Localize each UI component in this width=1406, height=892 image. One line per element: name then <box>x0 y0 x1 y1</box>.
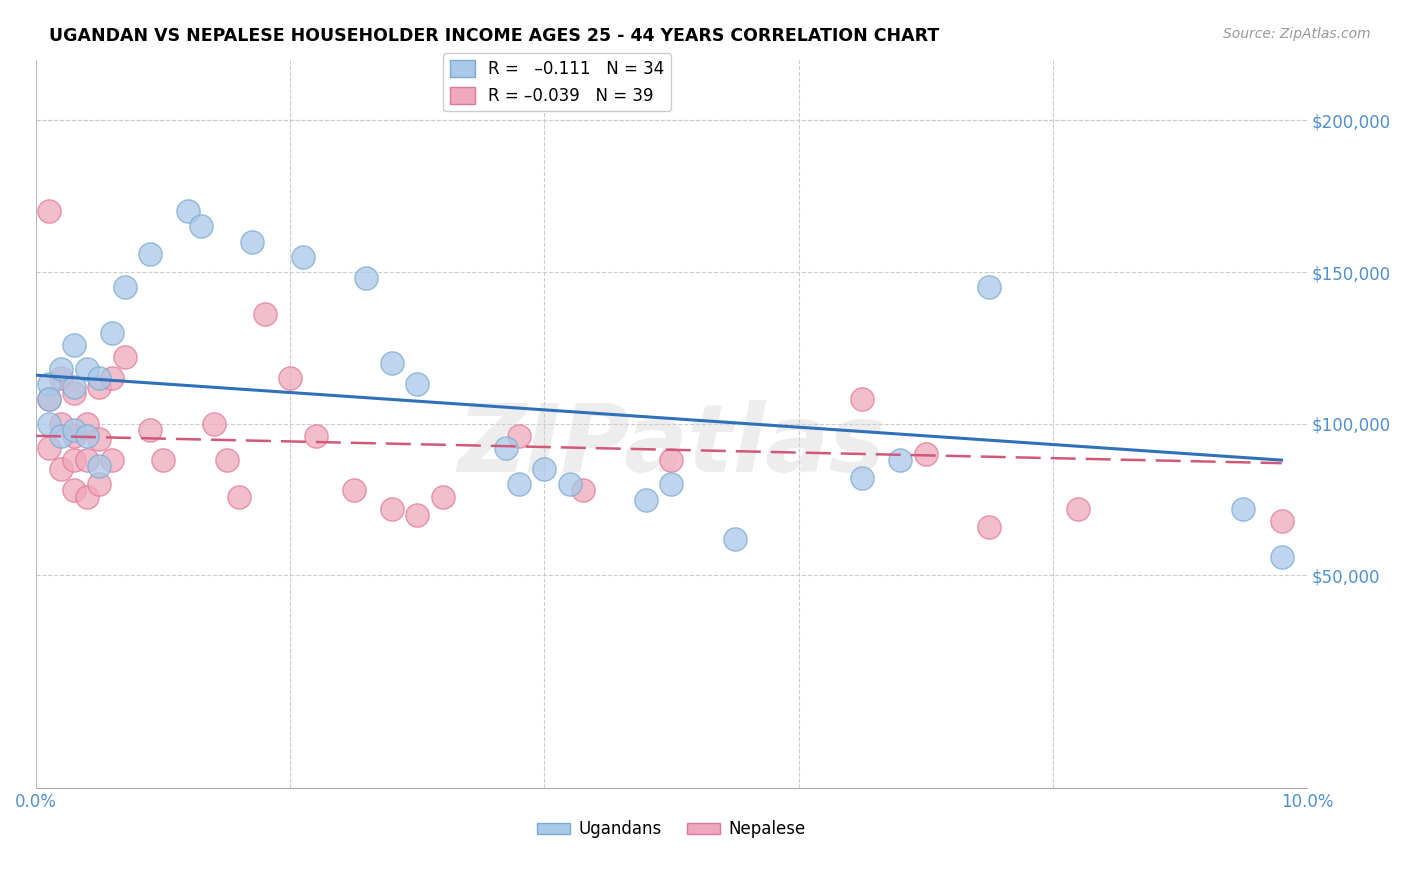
Point <box>979 280 1001 294</box>
Point <box>914 447 936 461</box>
Point <box>38 392 60 407</box>
Point <box>356 271 378 285</box>
Point <box>51 371 73 385</box>
Point <box>177 204 200 219</box>
Point <box>63 386 86 401</box>
Point <box>253 308 276 322</box>
Point <box>533 462 555 476</box>
Point <box>1271 514 1294 528</box>
Point <box>889 453 911 467</box>
Point <box>571 483 593 498</box>
Point <box>406 377 429 392</box>
Point <box>89 477 111 491</box>
Point <box>979 520 1001 534</box>
Point <box>228 490 250 504</box>
Point <box>1067 501 1090 516</box>
Point <box>495 441 517 455</box>
Point <box>38 204 60 219</box>
Point <box>661 453 683 467</box>
Point <box>190 219 212 234</box>
Point <box>343 483 366 498</box>
Legend: Ugandans, Nepalese: Ugandans, Nepalese <box>530 814 813 845</box>
Point <box>406 508 429 522</box>
Point <box>76 429 98 443</box>
Point <box>51 362 73 376</box>
Point <box>1271 550 1294 565</box>
Point <box>139 247 162 261</box>
Point <box>508 429 530 443</box>
Point <box>63 429 86 443</box>
Point <box>558 477 581 491</box>
Point <box>89 371 111 385</box>
Point <box>89 459 111 474</box>
Point <box>851 392 873 407</box>
Text: UGANDAN VS NEPALESE HOUSEHOLDER INCOME AGES 25 - 44 YEARS CORRELATION CHART: UGANDAN VS NEPALESE HOUSEHOLDER INCOME A… <box>49 27 939 45</box>
Point <box>152 453 174 467</box>
Point <box>63 380 86 394</box>
Point <box>89 380 111 394</box>
Point <box>63 338 86 352</box>
Point <box>291 250 314 264</box>
Point <box>381 356 404 370</box>
Point <box>101 371 124 385</box>
Point <box>63 423 86 437</box>
Point <box>38 377 60 392</box>
Point <box>63 453 86 467</box>
Point <box>508 477 530 491</box>
Point <box>381 501 404 516</box>
Point <box>634 492 657 507</box>
Point <box>63 483 86 498</box>
Point <box>76 453 98 467</box>
Point <box>51 429 73 443</box>
Point <box>661 477 683 491</box>
Point <box>304 429 326 443</box>
Point <box>101 326 124 340</box>
Point <box>101 453 124 467</box>
Point <box>724 532 747 546</box>
Point <box>851 471 873 485</box>
Point <box>51 417 73 431</box>
Point <box>76 490 98 504</box>
Point <box>432 490 454 504</box>
Point <box>240 235 263 249</box>
Text: ZIPatlas: ZIPatlas <box>457 400 886 491</box>
Point <box>51 462 73 476</box>
Text: Source: ZipAtlas.com: Source: ZipAtlas.com <box>1223 27 1371 41</box>
Point <box>278 371 301 385</box>
Point <box>89 432 111 446</box>
Point <box>76 362 98 376</box>
Point <box>202 417 225 431</box>
Point <box>114 350 136 364</box>
Point <box>38 417 60 431</box>
Point <box>76 417 98 431</box>
Point <box>38 392 60 407</box>
Point <box>1232 501 1254 516</box>
Point <box>139 423 162 437</box>
Point <box>38 441 60 455</box>
Point <box>114 280 136 294</box>
Point <box>215 453 238 467</box>
